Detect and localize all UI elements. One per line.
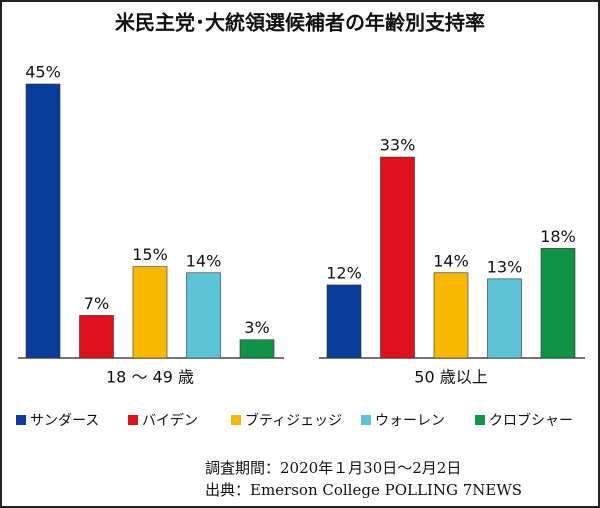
value-label: 13% (487, 257, 523, 276)
bar (186, 272, 221, 359)
value-label: 15% (132, 245, 168, 264)
category-label: 50 歳以上 (414, 368, 487, 387)
bar (433, 272, 469, 359)
value-label: 3% (244, 318, 269, 337)
note: 出典：Emerson College POLLING 7NEWS (205, 481, 522, 499)
bar (132, 266, 168, 359)
legend-swatch (16, 415, 26, 425)
bar (380, 156, 415, 359)
bar (79, 315, 114, 359)
bar (326, 284, 362, 359)
value-label: 18% (540, 227, 576, 246)
value-label: 33% (380, 136, 416, 155)
legend-swatch (128, 415, 138, 425)
legend-swatch (361, 415, 371, 425)
bar (25, 83, 61, 359)
bar (487, 278, 522, 359)
value-label: 7% (84, 294, 109, 313)
value-label: 12% (326, 263, 362, 282)
legend-label: ウォーレン (375, 413, 445, 429)
value-label: 14% (186, 251, 222, 270)
value-label: 45% (25, 63, 61, 82)
legend-label: ブティジェッジ (245, 412, 342, 429)
category-label: 18 ～ 49 歳 (106, 368, 194, 387)
value-label: 14% (433, 251, 469, 270)
legend-label: クロブシャー (489, 412, 573, 429)
legend-swatch (475, 415, 485, 425)
legend-label: バイデン (142, 412, 198, 429)
chart-title: 米民主党･大統領選候補者の年齢別支持率 (115, 11, 485, 35)
legend-label: サンダース (30, 413, 99, 429)
bar (239, 339, 275, 359)
note: 調査期間：2020年１月30日～2月2日 (205, 459, 461, 477)
legend-swatch (231, 415, 241, 425)
bar (540, 248, 576, 359)
